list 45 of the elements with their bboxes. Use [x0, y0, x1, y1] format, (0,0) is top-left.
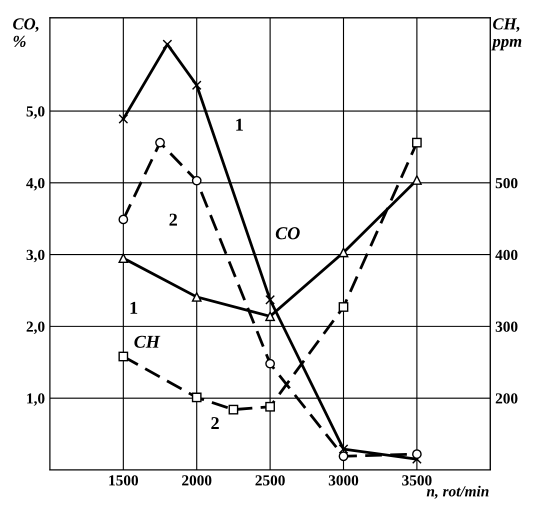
point [118, 214, 128, 224]
point [265, 311, 275, 322]
point [228, 404, 238, 414]
x-tick-label: 2000 [182, 475, 212, 486]
y-tick-label: 3,0 [26, 250, 44, 262]
point [338, 302, 348, 312]
y2-axis-title: CH, ppm [491, 18, 522, 50]
y-tick-label: 4,0 [26, 178, 44, 191]
point [338, 444, 348, 454]
x-tick-label: 2500 [255, 475, 285, 486]
x-tick-label: 3500 [402, 475, 432, 486]
annotation: CH [134, 336, 160, 348]
point [118, 253, 128, 264]
y-tick-label: 5,0 [26, 106, 44, 119]
point [338, 248, 348, 258]
annotation: 1 [130, 302, 138, 314]
point [265, 402, 275, 412]
x-tick-label: 3000 [328, 475, 358, 486]
x-tick-label: 1500 [109, 475, 138, 486]
annotation: 2 [169, 214, 177, 226]
point [155, 138, 165, 148]
x-axis-title: n, rot/min [426, 486, 489, 499]
point [162, 39, 172, 50]
annotation: CO [276, 227, 300, 240]
point [118, 114, 128, 124]
annotation: 2 [211, 417, 219, 430]
point [192, 80, 202, 90]
y-tick-label: 1,0 [27, 393, 44, 406]
y-axis-title: CO, % [13, 18, 38, 47]
point [412, 175, 422, 185]
point [192, 292, 202, 302]
point [265, 358, 275, 369]
point [412, 138, 422, 148]
point [118, 352, 128, 362]
y-tick-label: 2,0 [26, 322, 44, 334]
point [192, 392, 202, 402]
y2-tick-label: 200 [496, 393, 518, 404]
point [192, 176, 202, 186]
y2-tick-label: 400 [495, 250, 518, 260]
y2-tick-label: 500 [496, 178, 518, 188]
point [412, 449, 422, 459]
point [338, 451, 348, 462]
annotation: 1 [236, 118, 243, 131]
y2-tick-label: 300 [496, 322, 518, 332]
point [265, 294, 275, 305]
